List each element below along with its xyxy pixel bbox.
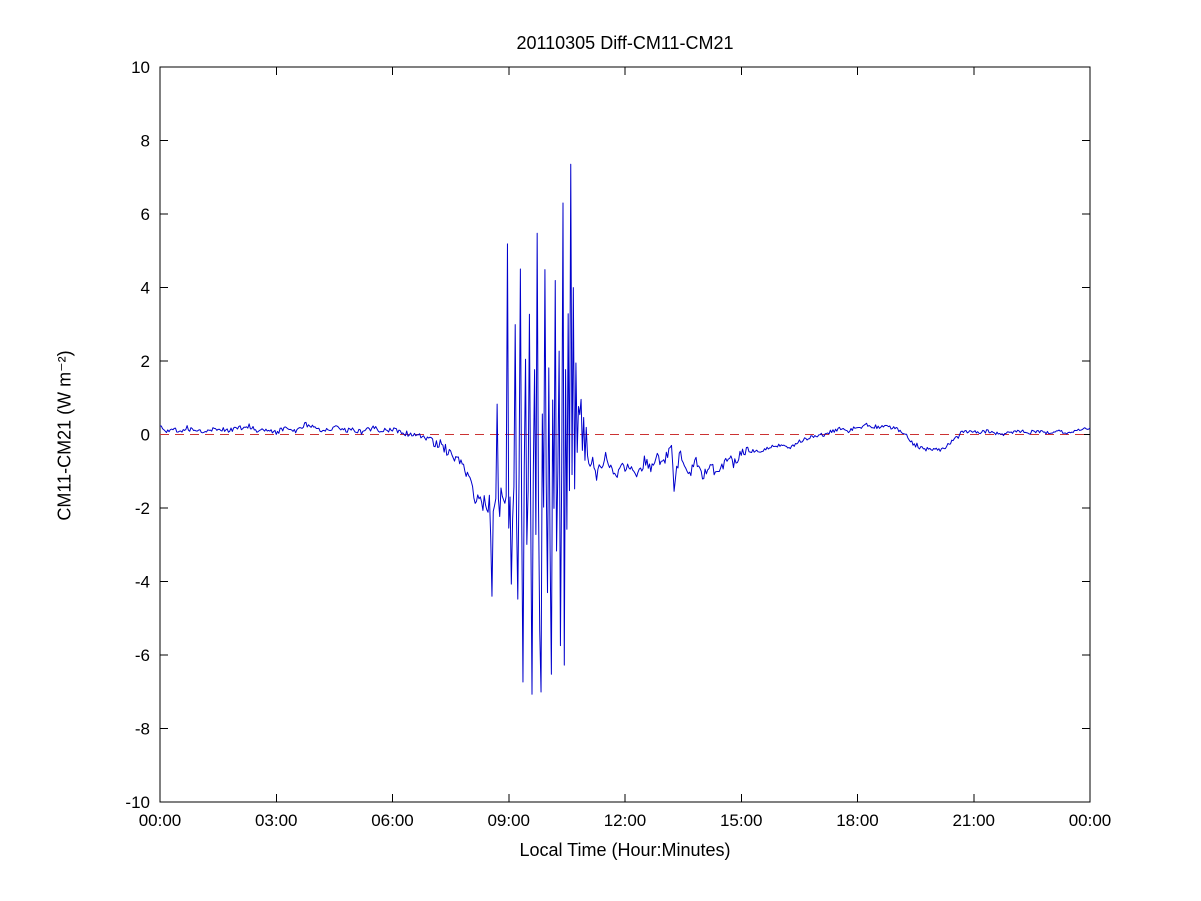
- x-axis-label: Local Time (Hour:Minutes): [519, 840, 731, 860]
- y-tick-label: 8: [141, 132, 150, 151]
- y-tick-label: 10: [131, 58, 150, 77]
- y-tick-label: -2: [135, 499, 150, 518]
- x-tick-label: 06:00: [371, 811, 414, 830]
- x-tick-label: 18:00: [836, 811, 879, 830]
- y-tick-label: -10: [125, 793, 150, 812]
- y-tick-label: 2: [141, 352, 150, 371]
- y-tick-label: 4: [141, 279, 150, 298]
- x-tick-label: 00:00: [139, 811, 182, 830]
- x-tick-label: 03:00: [255, 811, 298, 830]
- x-tick-label: 15:00: [720, 811, 763, 830]
- x-tick-label: 21:00: [952, 811, 995, 830]
- data-series-line: [159, 163, 1091, 695]
- x-tick-label: 00:00: [1069, 811, 1112, 830]
- y-tick-label: -6: [135, 646, 150, 665]
- chart-title: 20110305 Diff-CM11-CM21: [516, 33, 734, 53]
- y-tick-label: -4: [135, 573, 150, 592]
- y-tick-label: 6: [141, 205, 150, 224]
- y-tick-label: -8: [135, 720, 150, 739]
- x-tick-label: 09:00: [487, 811, 530, 830]
- x-tick-label: 12:00: [604, 811, 647, 830]
- y-tick-label: 0: [141, 426, 150, 445]
